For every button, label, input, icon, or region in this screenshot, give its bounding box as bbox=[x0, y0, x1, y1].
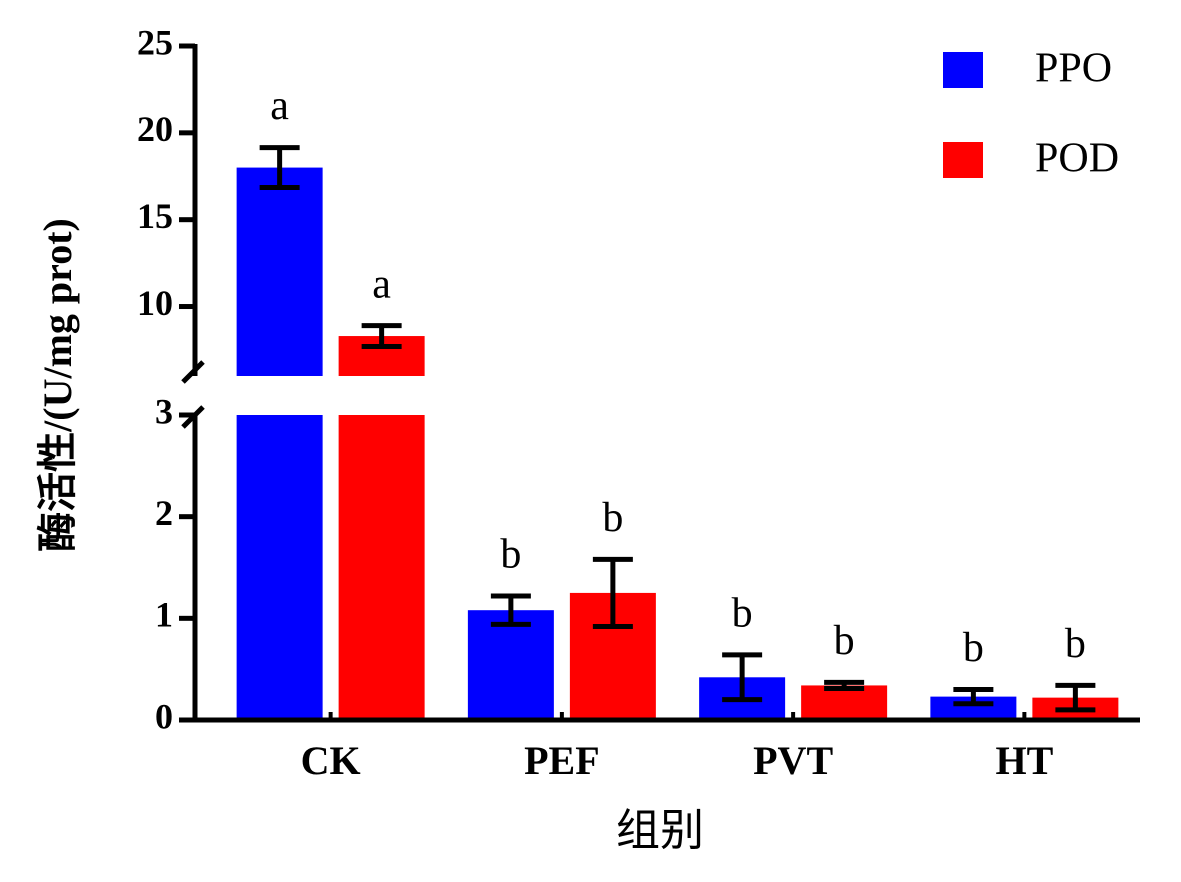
y-tick-label: 25 bbox=[137, 22, 173, 62]
bar bbox=[236, 167, 323, 720]
axis-break bbox=[181, 360, 205, 384]
legend-swatch bbox=[943, 52, 983, 88]
significance-letter: b bbox=[963, 625, 984, 671]
bar bbox=[467, 610, 554, 720]
break-gap bbox=[337, 376, 426, 415]
y-tick-label: 2 bbox=[155, 493, 173, 533]
error-bar bbox=[1055, 682, 1096, 713]
x-tick-label: PVT bbox=[753, 738, 833, 783]
x-tick-label: CK bbox=[301, 738, 361, 783]
significance-letter: b bbox=[834, 618, 855, 664]
bar bbox=[930, 696, 1017, 720]
x-axis-label: 组别 bbox=[616, 806, 704, 855]
y-tick-label: 15 bbox=[137, 196, 173, 236]
significance-letter: b bbox=[1065, 621, 1086, 667]
significance-letter: a bbox=[372, 261, 391, 307]
y-axis-label: 酶活性/(U/mg prot) bbox=[35, 218, 80, 552]
x-tick-label: PEF bbox=[524, 738, 600, 783]
y-tick-label: 3 bbox=[155, 391, 173, 431]
error-bar bbox=[361, 323, 402, 349]
error-bar bbox=[824, 679, 865, 691]
legend-label: PPO bbox=[1035, 46, 1112, 92]
break-gap bbox=[235, 376, 324, 415]
error-bar bbox=[592, 556, 633, 629]
significance-letter: b bbox=[732, 591, 753, 637]
error-bar bbox=[953, 687, 994, 707]
significance-letter: b bbox=[500, 532, 521, 578]
error-bar bbox=[722, 652, 763, 703]
y-tick-label: 20 bbox=[137, 109, 173, 149]
error-bar bbox=[490, 593, 531, 627]
y-tick-label: 10 bbox=[137, 283, 173, 323]
y-tick-label: 1 bbox=[155, 595, 173, 635]
bar bbox=[801, 685, 888, 720]
legend-swatch bbox=[943, 142, 983, 178]
y-tick-label: 0 bbox=[155, 696, 173, 736]
error-bar bbox=[259, 145, 300, 191]
significance-letter: a bbox=[270, 83, 289, 129]
legend-label: POD bbox=[1035, 136, 1119, 182]
significance-letter: b bbox=[602, 495, 623, 541]
x-tick-label: HT bbox=[995, 738, 1053, 783]
